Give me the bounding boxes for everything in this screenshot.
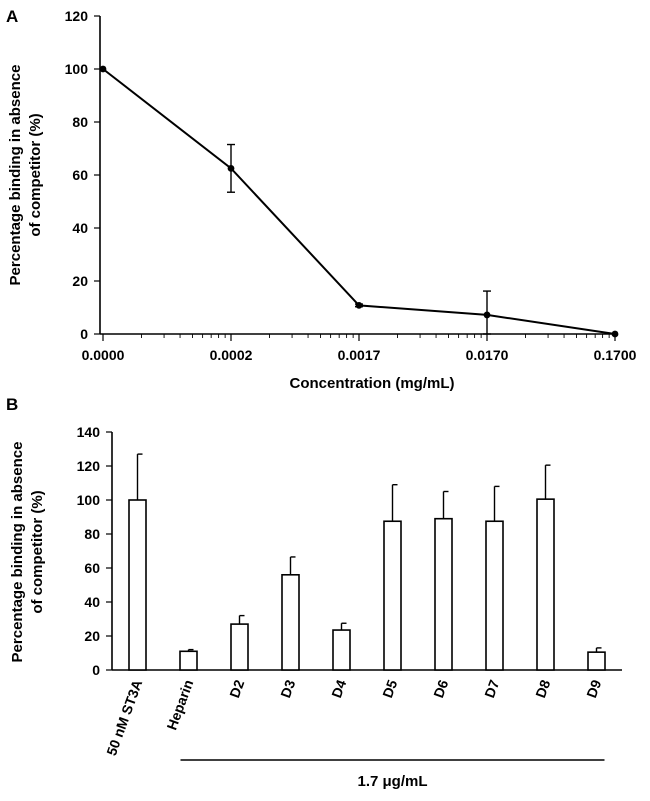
panel-b-bar-6 (434, 517, 453, 671)
panel-a-y-tick-label-3: 60 (72, 167, 88, 183)
panel-a-point-4 (611, 330, 619, 338)
panel-a-x-tick-label-0: 0.0000 (82, 347, 125, 363)
panel-a-y-tick-label-2: 40 (72, 220, 88, 236)
panel-b-category-label-2: D2 (226, 677, 247, 699)
panel-b-y-tick-label-7: 140 (77, 424, 101, 440)
panel-b-bar-8 (536, 498, 555, 671)
panel-b-bar-7 (485, 520, 504, 671)
group-label: 1.7 μg/mL (357, 773, 427, 790)
panel-b-bar-4 (332, 629, 351, 671)
panel-b-category-label-7: D7 (481, 677, 502, 699)
panel-b-bar-2 (230, 623, 249, 671)
panel-a-y-tick-label-0: 0 (80, 326, 88, 342)
panel-a-x-tick-label-3: 0.0170 (466, 347, 509, 363)
panel-a-letter: A (6, 7, 18, 26)
panel-b-y-axis-title-line1: Percentage binding in absence (9, 442, 26, 663)
panel-a-x-tick-label-4: 0.1700 (594, 347, 637, 363)
panel-b-category-label-1: Heparin (163, 678, 196, 732)
panel-a-y-axis-title-line1: Percentage binding in absence (7, 65, 24, 286)
panel-a-y-axis-title-line2: of competitor (%) (27, 113, 44, 236)
panel-a-y-tick-label-1: 20 (72, 273, 88, 289)
panel-a-x-axis-title: Concentration (mg/mL) (290, 375, 455, 392)
panel-a-marks: 0 20 40 60 80 100 120 0.0000 0.0002 0.0017 0.0170 0… (65, 8, 637, 363)
panel-b-bar-3 (281, 573, 300, 671)
panel-b-category-label-6: D6 (430, 677, 451, 699)
panel-b-category-label-3: D3 (277, 677, 298, 699)
panel-a-y-tick-label-4: 80 (72, 114, 88, 130)
panel-a-point-3 (483, 311, 491, 319)
panel-b-y-tick-label-5: 100 (77, 492, 101, 508)
panel-b-category-label-5: D5 (379, 677, 400, 699)
panel-b-y-tick-label-0: 0 (92, 662, 100, 678)
panel-a-point-1 (227, 164, 235, 172)
panel-a-x-tick-label-1: 0.0002 (210, 347, 253, 363)
panel-b-y-tick-label-3: 60 (84, 560, 100, 576)
panel-b-bar-1 (179, 650, 198, 671)
panel-b-bar-0 (128, 499, 147, 671)
panel-a-x-tick-label-2: 0.0017 (338, 347, 381, 363)
panel-b-category-label-8: D8 (532, 677, 553, 699)
panel-b-y-tick-label-1: 20 (84, 628, 100, 644)
panel-b-category-label-0: 50 nM ST3A (103, 678, 145, 758)
panel-b-category-label-9: D9 (583, 677, 604, 699)
panel-a-y-tick-label-5: 100 (65, 61, 89, 77)
panel-b-y-tick-label-6: 120 (77, 458, 101, 474)
panel-b-marks: 0 20 40 60 80 100 120 140 50 nM ST3A Heparin D2 D3 D… (77, 424, 606, 758)
panel-b-category-label-4: D4 (328, 677, 349, 699)
panel-b-bar-9 (587, 651, 606, 671)
panel-b-y-tick-label-2: 40 (84, 594, 100, 610)
panel-a-y-tick-label-6: 120 (65, 8, 89, 24)
panel-b-bar-5 (383, 520, 402, 671)
panel-a-point-2 (355, 301, 363, 309)
panel-b-y-tick-label-4: 80 (84, 526, 100, 542)
panel-b-letter: B (6, 395, 18, 414)
panel-a-series-line (102, 68, 616, 335)
panel-a-point-0 (99, 65, 107, 73)
panel-b-y-axis-title-line2: of competitor (%) (29, 490, 46, 613)
